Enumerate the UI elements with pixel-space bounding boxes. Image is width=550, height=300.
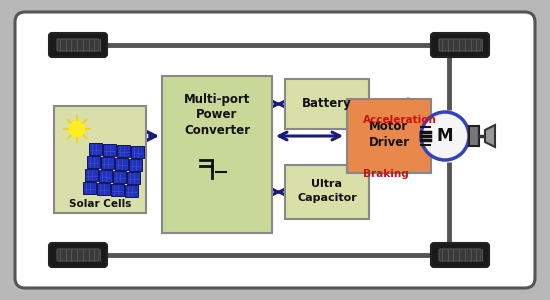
Circle shape: [69, 121, 85, 137]
Bar: [113, 171, 126, 183]
FancyBboxPatch shape: [71, 243, 85, 267]
Text: Capacitor: Capacitor: [297, 193, 357, 203]
Bar: [115, 158, 128, 170]
Bar: [85, 169, 98, 181]
Bar: [129, 159, 142, 171]
FancyBboxPatch shape: [162, 76, 272, 233]
Text: Acceleration: Acceleration: [363, 115, 437, 125]
FancyBboxPatch shape: [49, 33, 107, 57]
FancyBboxPatch shape: [431, 33, 489, 57]
Text: Solar Cells: Solar Cells: [69, 199, 131, 209]
FancyBboxPatch shape: [285, 165, 369, 219]
Text: Converter: Converter: [184, 124, 250, 137]
Polygon shape: [485, 125, 495, 147]
FancyBboxPatch shape: [285, 79, 369, 129]
FancyBboxPatch shape: [57, 249, 99, 261]
FancyBboxPatch shape: [15, 12, 535, 288]
FancyBboxPatch shape: [469, 126, 479, 146]
Text: Motor: Motor: [370, 119, 409, 133]
FancyBboxPatch shape: [439, 39, 481, 51]
FancyBboxPatch shape: [347, 99, 431, 173]
Bar: [111, 184, 124, 196]
FancyBboxPatch shape: [57, 39, 99, 51]
Text: M: M: [437, 127, 453, 145]
Text: Ultra: Ultra: [311, 179, 343, 189]
FancyBboxPatch shape: [453, 33, 467, 57]
Bar: [125, 185, 138, 197]
FancyBboxPatch shape: [71, 33, 85, 57]
Bar: [117, 145, 130, 157]
Text: Driver: Driver: [368, 136, 410, 148]
FancyBboxPatch shape: [439, 249, 481, 261]
FancyBboxPatch shape: [49, 243, 107, 267]
Circle shape: [421, 112, 469, 160]
Bar: [97, 183, 110, 195]
Bar: [87, 156, 100, 168]
Bar: [83, 182, 96, 194]
FancyBboxPatch shape: [431, 243, 489, 267]
Bar: [89, 143, 102, 155]
Bar: [103, 144, 116, 156]
Bar: [131, 146, 144, 158]
Bar: [127, 172, 140, 184]
Text: Power: Power: [196, 109, 238, 122]
Bar: [101, 157, 114, 169]
Text: Multi-port: Multi-port: [184, 92, 250, 106]
FancyBboxPatch shape: [54, 106, 146, 213]
FancyBboxPatch shape: [453, 243, 467, 267]
Bar: [99, 170, 112, 182]
Text: Battery: Battery: [302, 98, 352, 110]
Text: Braking: Braking: [363, 169, 409, 179]
